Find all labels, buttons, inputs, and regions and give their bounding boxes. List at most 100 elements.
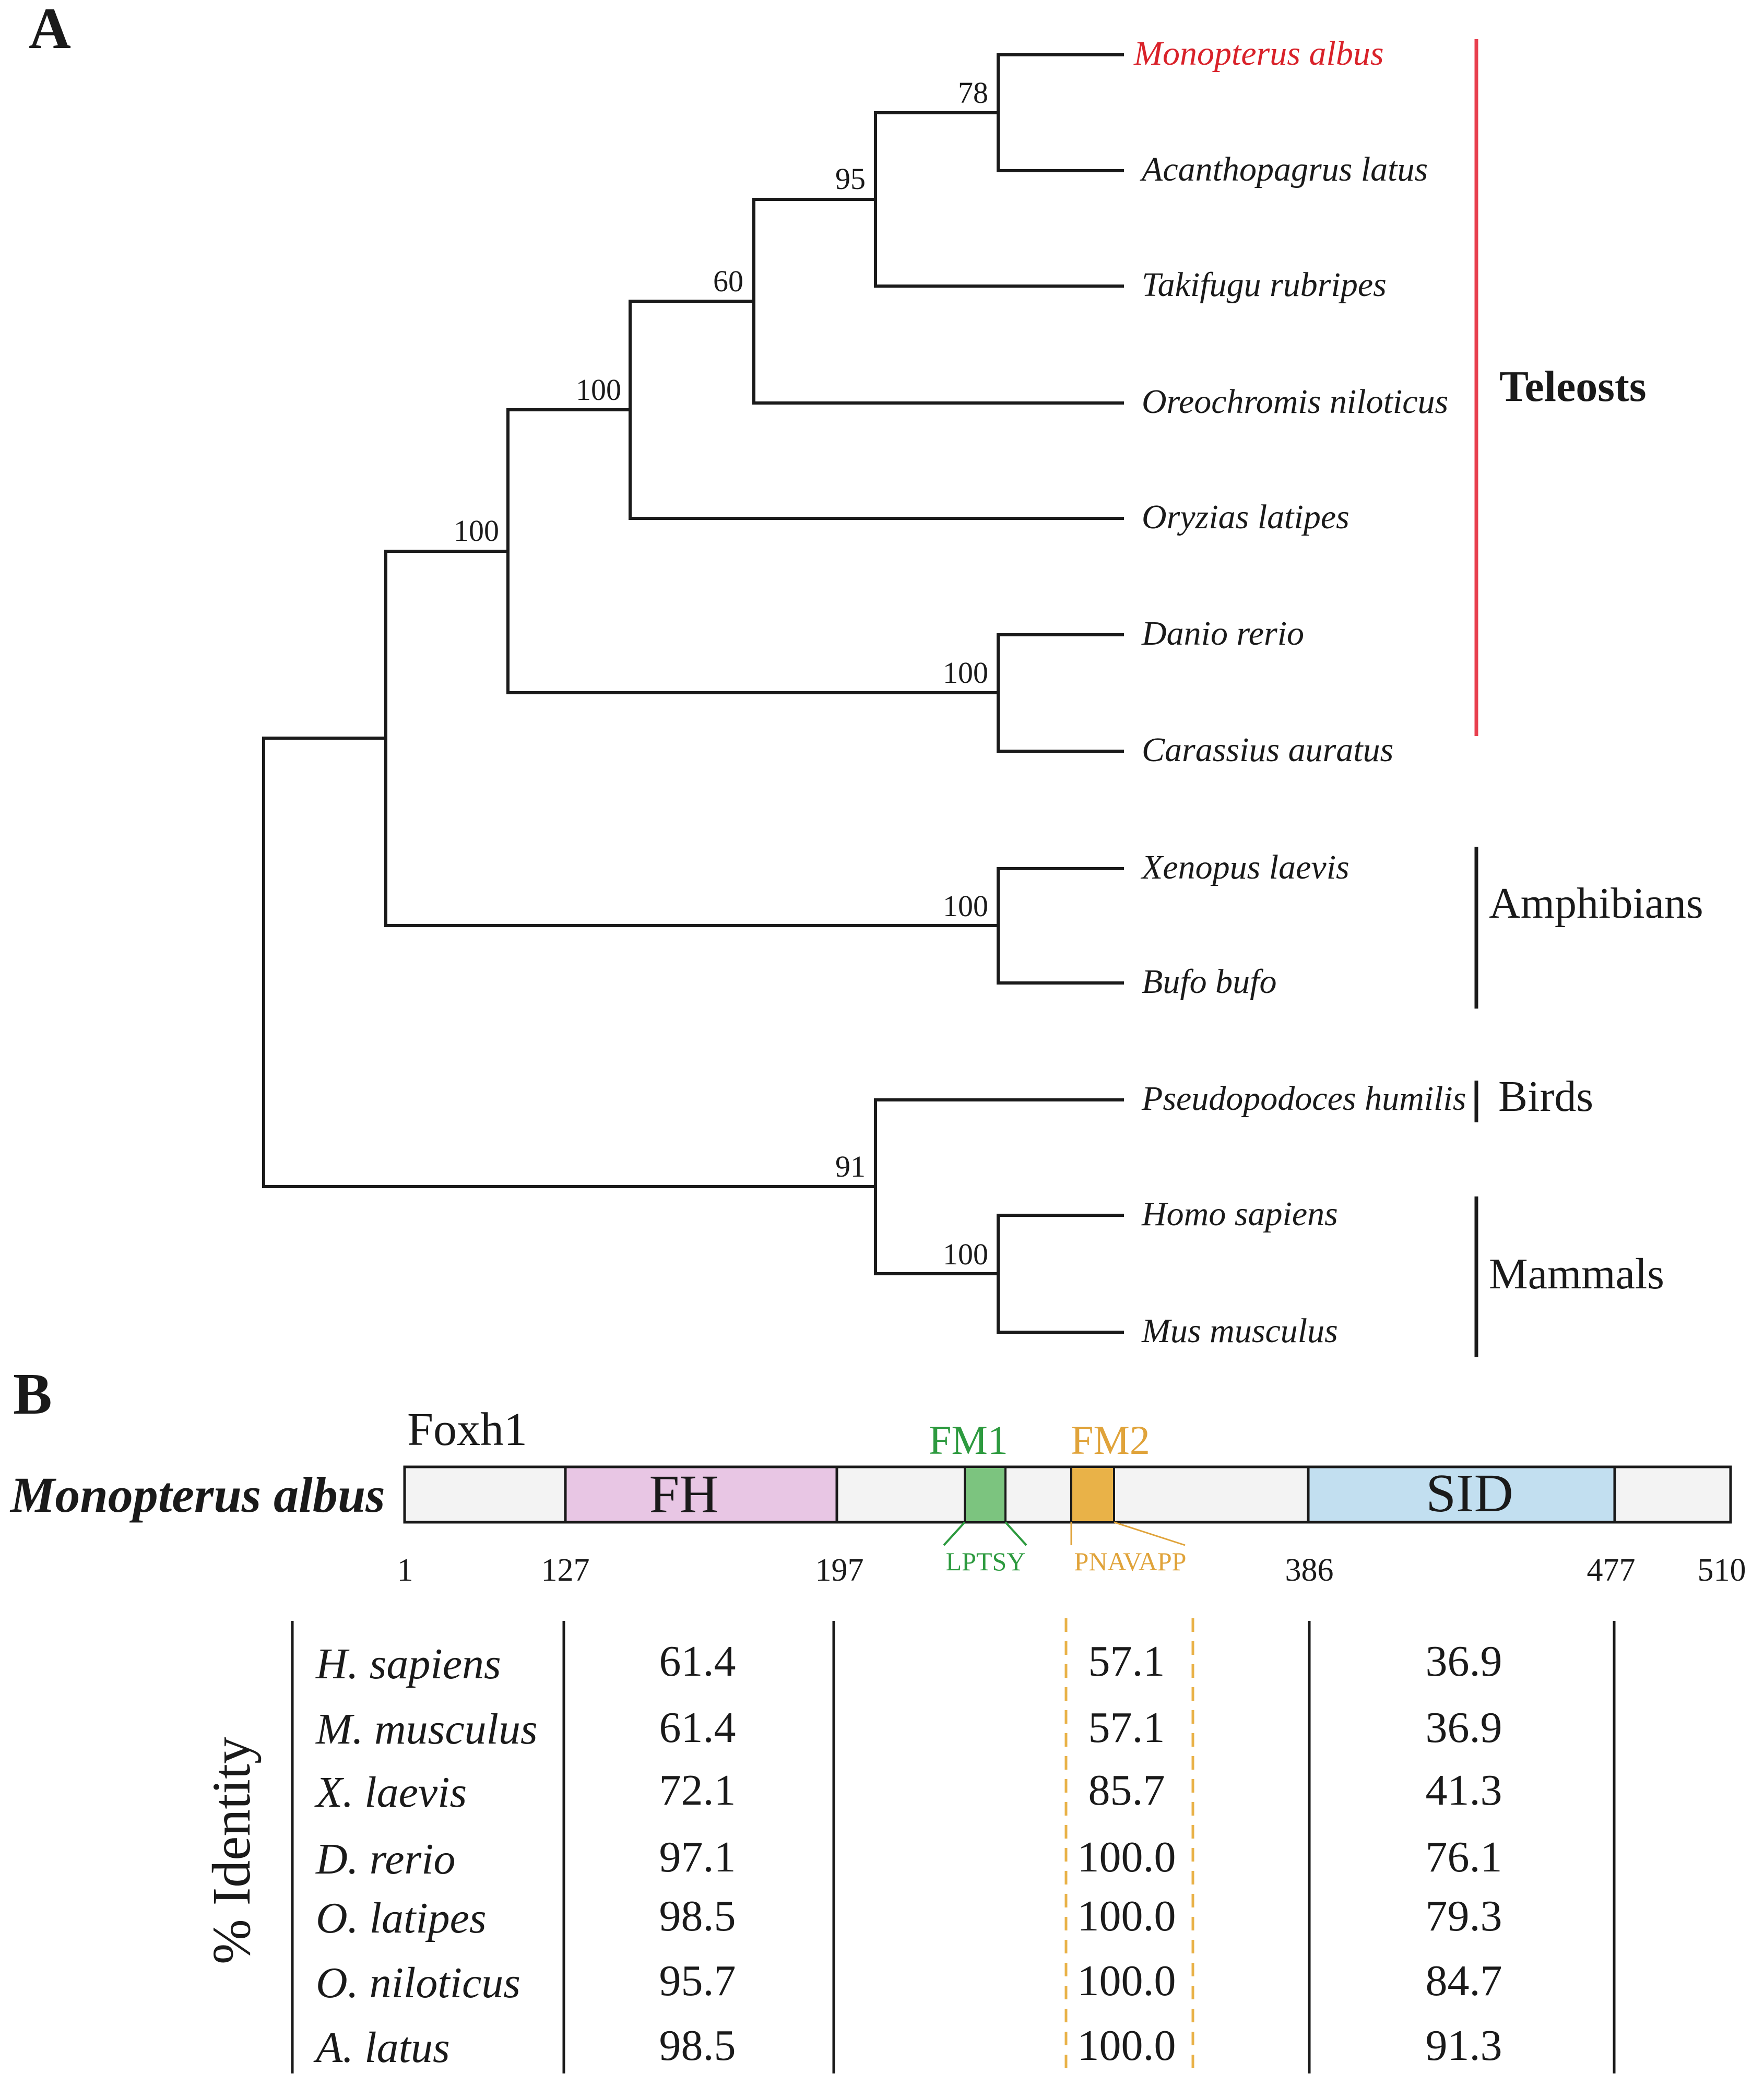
row-species: A. latus	[313, 2023, 450, 2072]
table-row: M. musculus 61.4 57.1 36.9	[315, 1703, 1502, 1753]
table-row: O. niloticus 95.7 100.0 84.7	[316, 1957, 1502, 2007]
position-tick: 510	[1698, 1552, 1746, 1588]
bootstrap-value: 100	[943, 889, 988, 923]
row-species: H. sapiens	[315, 1640, 501, 1688]
node-teleosts	[384, 408, 510, 694]
sid-identity: 36.9	[1426, 1637, 1502, 1686]
panel-a-label: A	[29, 0, 71, 61]
species-label: Acanthopagrus latus	[1140, 150, 1428, 188]
fm2-identity: 100.0	[1078, 1892, 1176, 1940]
fm2-identity: 57.1	[1088, 1637, 1165, 1686]
sid-identity: 41.3	[1426, 1766, 1502, 1815]
panel-b-domain-architecture: B Foxh1 Monopterus albus FH SID FM1 FM2 …	[9, 1362, 1746, 2073]
sid-identity: 84.7	[1426, 1957, 1502, 2005]
species-label: Xenopus laevis	[1140, 848, 1349, 886]
sid-identity: 91.3	[1426, 2021, 1502, 2070]
fh-domain-label: FH	[649, 1464, 719, 1524]
identity-table: H. sapiens 61.4 57.1 36.9 M. musculus 61…	[313, 1637, 1502, 2072]
fm1-callout	[943, 1521, 1027, 1546]
sid-identity: 76.1	[1426, 1833, 1502, 1881]
fh-identity: 97.1	[659, 1833, 736, 1881]
sid-domain	[1307, 1465, 1616, 1524]
group-labels: Teleosts Amphibians Birds Mammals	[1489, 362, 1703, 1298]
species-label: Oryzias latipes	[1142, 498, 1349, 536]
position-tick: 386	[1285, 1552, 1334, 1588]
bootstrap-value: 100	[454, 514, 499, 548]
amphibians-label: Amphibians	[1489, 879, 1703, 928]
fm2-column-guides	[1064, 1618, 1194, 2073]
species-label: Mus musculus	[1141, 1312, 1338, 1350]
row-species: O. niloticus	[316, 1959, 520, 2007]
node-ma-tr	[752, 111, 877, 288]
position-tick: 477	[1587, 1552, 1636, 1588]
bootstrap-value: 100	[576, 373, 621, 407]
fm2-identity: 100.0	[1078, 2021, 1176, 2070]
bootstrap-value: 100	[943, 1237, 988, 1271]
row-species: X. laevis	[314, 1768, 467, 1817]
fm2-motif-sequence: PNAVAPP	[1074, 1547, 1187, 1576]
node-ma-al	[874, 53, 1000, 172]
fh-identity: 61.4	[659, 1703, 736, 1752]
species-label-highlighted: Monopterus albus	[1133, 34, 1384, 73]
row-species: D. rerio	[315, 1835, 456, 1883]
fm2-label: FM2	[1071, 1417, 1150, 1463]
panel-b-label: B	[13, 1362, 52, 1427]
fm2-identity: 100.0	[1078, 1957, 1176, 2005]
row-species: M. musculus	[315, 1705, 538, 1753]
bootstrap-value: 95	[835, 162, 866, 196]
node-hs-mm	[874, 1214, 1000, 1334]
fm2-callout	[1070, 1521, 1186, 1546]
bootstrap-value: 91	[835, 1149, 866, 1183]
bootstrap-value: 60	[713, 264, 743, 298]
fm2-identity: 57.1	[1088, 1703, 1165, 1752]
fh-identity: 72.1	[659, 1766, 736, 1815]
fm1-motif	[964, 1466, 1007, 1523]
node-ma-ol	[506, 300, 632, 520]
species-label: Carassius auratus	[1142, 731, 1393, 769]
table-row: X. laevis 72.1 85.7 41.3	[314, 1766, 1502, 1817]
tree-branches	[262, 53, 1124, 1334]
sid-identity: 79.3	[1426, 1892, 1502, 1940]
fh-identity: 95.7	[659, 1957, 736, 2005]
species-label: Danio rerio	[1141, 614, 1304, 653]
position-tick: 197	[815, 1552, 864, 1588]
sid-domain-label: SID	[1426, 1463, 1513, 1523]
birds-label: Birds	[1498, 1072, 1593, 1121]
fh-identity: 98.5	[659, 2021, 736, 2070]
table-row: A. latus 98.5 100.0 91.3	[313, 2021, 1502, 2072]
fm2-identity: 85.7	[1088, 1766, 1165, 1815]
species-labels: Monopterus albus Acanthopagrus latus Tak…	[1133, 34, 1466, 1350]
fm2-identity: 100.0	[1078, 1833, 1176, 1881]
species-label: Oreochromis niloticus	[1142, 383, 1448, 421]
identity-axis-label: % Identity	[202, 1737, 262, 1964]
position-tick: 127	[541, 1552, 590, 1588]
protein-name: Foxh1	[407, 1404, 527, 1455]
species-label: Bufo bufo	[1142, 963, 1277, 1001]
node-xl-bb	[384, 867, 1000, 985]
fh-identity: 61.4	[659, 1637, 736, 1686]
fm1-label: FM1	[929, 1417, 1008, 1463]
position-ticks: 1 127 197 386 477 510	[397, 1552, 1746, 1588]
node-vert-ingroup	[262, 550, 387, 927]
table-row: D. rerio 97.1 100.0 76.1	[315, 1833, 1502, 1883]
bootstrap-values: 78 95 60 100 100 100 100 91 100	[454, 76, 988, 1271]
identity-table-lines	[291, 1621, 1616, 2073]
fm1-motif-sequence: LPTSY	[946, 1547, 1026, 1576]
bootstrap-value: 78	[958, 76, 988, 110]
mammals-label: Mammals	[1489, 1250, 1664, 1298]
panel-a-phylogenetic-tree: A	[29, 0, 1703, 1357]
node-dr-ca	[506, 633, 1000, 753]
fm2-motif	[1070, 1466, 1115, 1523]
species-label: Takifugu rubripes	[1142, 266, 1387, 304]
species-label: Homo sapiens	[1141, 1195, 1338, 1233]
bootstrap-value: 100	[943, 656, 988, 690]
species-label: Pseudopodoces humilis	[1141, 1080, 1466, 1118]
teleosts-label: Teleosts	[1499, 362, 1647, 411]
node-ma-on	[629, 198, 755, 405]
fh-domain	[564, 1465, 838, 1524]
node-birds-mammals	[262, 1098, 877, 1275]
row-species: O. latipes	[316, 1894, 487, 1942]
table-row: H. sapiens 61.4 57.1 36.9	[315, 1637, 1502, 1688]
species-name: Monopterus albus	[9, 1467, 385, 1523]
